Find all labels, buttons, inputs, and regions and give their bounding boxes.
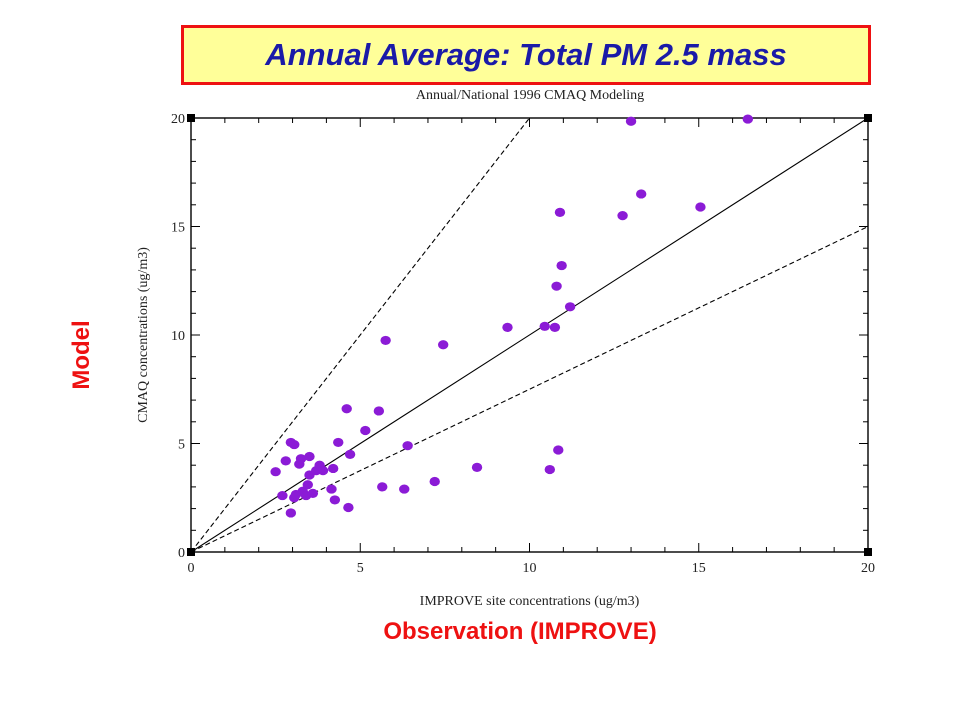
corner-marker [187, 114, 195, 122]
data-point [554, 207, 566, 217]
data-point [285, 508, 297, 518]
data-point [742, 114, 754, 124]
data-point [544, 464, 556, 475]
data-point [617, 211, 628, 221]
axis-ticks: 0 5 10 15 20 0 5 10 15 20 [171, 112, 875, 576]
x-tick-label: 15 [692, 561, 706, 576]
y-tick-label: 20 [171, 112, 185, 127]
corner-marker [187, 548, 195, 556]
data-point [471, 462, 483, 472]
data-points [270, 114, 754, 518]
data-point [377, 482, 388, 492]
data-point [295, 454, 307, 464]
data-point [539, 321, 550, 331]
y-tick-label: 10 [171, 329, 185, 344]
data-point [307, 488, 319, 499]
reference-line-2 [190, 226, 869, 553]
data-point [317, 466, 329, 476]
data-point [326, 484, 337, 494]
data-point [549, 322, 561, 333]
data-point [277, 490, 288, 501]
y-tick-label: 5 [178, 438, 185, 453]
data-point [333, 437, 344, 448]
reference-lines [190, 117, 869, 553]
model-label: Model [68, 320, 95, 390]
data-point [402, 441, 413, 451]
data-point [399, 484, 410, 494]
x-tick-label: 5 [357, 561, 364, 576]
x-tick-label: 20 [861, 561, 875, 576]
data-point [564, 302, 576, 312]
corner-marker [864, 548, 872, 556]
data-point [502, 322, 513, 333]
data-point [695, 202, 706, 212]
data-point [329, 495, 341, 505]
data-point [341, 404, 352, 414]
corner-marker [864, 114, 872, 122]
data-point [344, 449, 356, 459]
data-point [304, 451, 315, 462]
corner-markers [187, 114, 872, 556]
data-point [556, 260, 567, 271]
data-point [302, 480, 313, 490]
data-point [373, 406, 385, 416]
slide-title-box: Annual Average: Total PM 2.5 mass [181, 25, 871, 85]
data-point [360, 425, 371, 436]
reference-line-0 [190, 117, 869, 553]
y-tick-label: 15 [171, 221, 185, 236]
x-tick-label: 0 [188, 561, 195, 576]
y-tick-label: 0 [178, 546, 185, 561]
slide-title: Annual Average: Total PM 2.5 mass [265, 37, 787, 72]
data-point [625, 116, 637, 126]
data-point [280, 456, 291, 466]
chart-title: Annual/National 1996 CMAQ Modeling [415, 88, 645, 103]
data-point [327, 463, 339, 474]
x-tick-label: 10 [523, 561, 537, 576]
reference-line-1 [190, 117, 530, 553]
data-point [289, 439, 300, 450]
data-point [553, 445, 564, 455]
data-point [636, 189, 647, 199]
data-point [380, 335, 391, 346]
data-point [270, 467, 281, 477]
data-point [551, 281, 562, 291]
data-point [343, 502, 354, 513]
x-axis-label: IMPROVE site concentrations (ug/m3) [420, 594, 640, 609]
data-point [437, 340, 449, 350]
observation-label: Observation (IMPROVE) [383, 618, 657, 645]
y-axis-label: CMAQ concentrations (ug/m3) [136, 247, 151, 423]
data-point [429, 476, 440, 487]
